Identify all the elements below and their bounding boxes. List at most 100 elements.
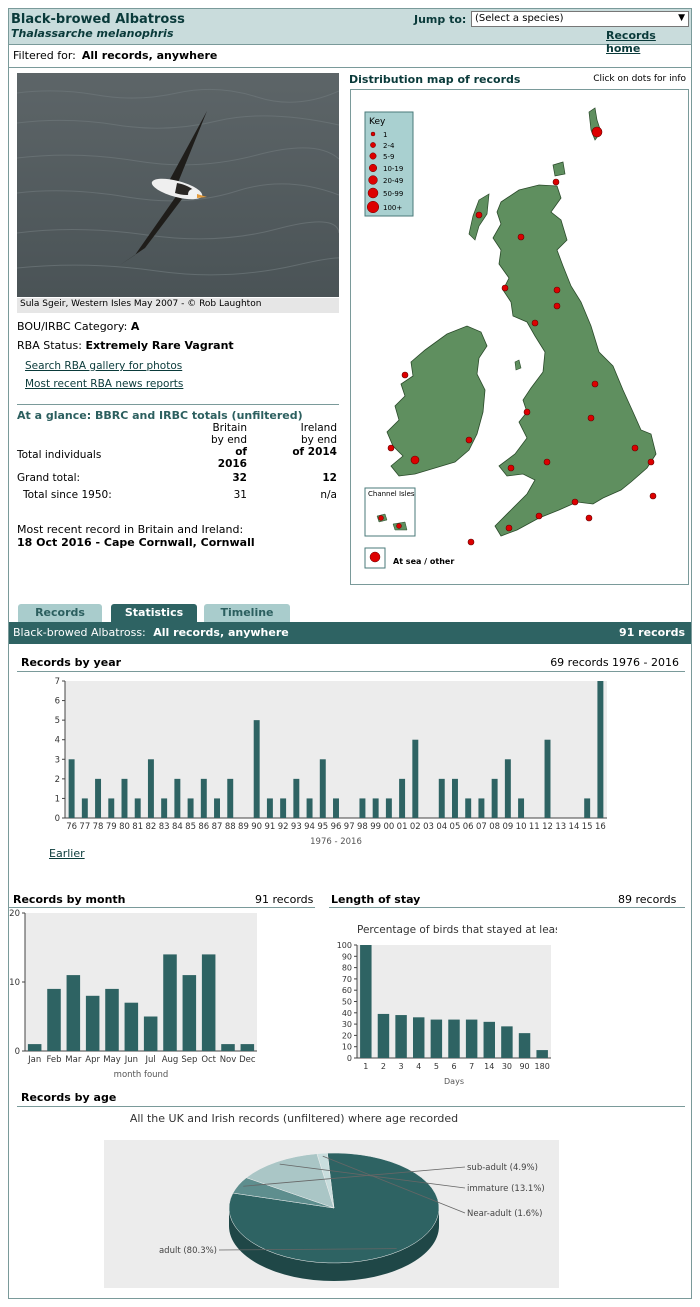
bar	[518, 1033, 531, 1058]
filter-row: Filtered for: All records, anywhere	[9, 46, 691, 68]
x-tick-label: 85	[185, 822, 196, 832]
map-key: Key 1 2-4 5-9	[364, 111, 414, 217]
key-item: 2-4	[383, 142, 395, 150]
x-tick-label: 82	[146, 822, 157, 832]
key-item: 1	[383, 131, 387, 139]
bar	[161, 798, 168, 818]
bar	[448, 1019, 460, 1058]
month-section-title: Records by month	[13, 893, 126, 906]
x-tick-label: 87	[212, 822, 223, 832]
x-tick-label: 83	[159, 822, 170, 832]
bar	[385, 798, 392, 818]
x-tick-label: Dec	[239, 1055, 256, 1065]
category-row: BOU/IRBC Category: A	[17, 320, 139, 333]
news-link[interactable]: Most recent RBA news reports	[25, 378, 184, 390]
x-tick-label: 6	[451, 1062, 456, 1071]
bar	[163, 954, 177, 1051]
bar	[544, 739, 551, 818]
plot-background	[65, 681, 607, 818]
x-tick-label: 16	[595, 822, 606, 832]
filter-label: Filtered for:	[13, 49, 76, 62]
bar	[491, 778, 498, 818]
x-tick-label: 84	[172, 822, 183, 832]
bar	[68, 759, 75, 818]
grand-total-britain: 32	[232, 472, 247, 484]
x-tick-label: 97	[344, 822, 355, 832]
x-axis-label: Days	[444, 1077, 464, 1086]
since-1950-ireland: n/a	[320, 489, 337, 501]
total-individuals-label: Total individuals	[17, 449, 102, 461]
bar	[81, 798, 88, 818]
bar	[27, 1044, 42, 1051]
bar	[465, 798, 472, 818]
britain-header-line: Britain	[212, 422, 247, 434]
pie-label: adult (80.3%)	[159, 1246, 217, 1256]
y-tick-label: 50	[342, 998, 352, 1007]
glance-title: At a glance: BBRC and IRBC totals (unfil…	[17, 404, 339, 422]
x-tick-label: 30	[502, 1062, 512, 1071]
key-item: 50-99	[383, 190, 403, 198]
tab-statistics[interactable]: Statistics	[111, 604, 197, 622]
britain-header-line: of 2016	[217, 446, 247, 470]
bar	[187, 798, 194, 818]
species-select[interactable]: (Select a species) ▼	[471, 11, 689, 27]
ireland-header: Ireland by end of 2014	[287, 422, 337, 458]
x-tick-label: Nov	[220, 1055, 237, 1065]
y-tick-label: 90	[342, 952, 352, 961]
stay-summary: 89 records	[618, 893, 677, 906]
x-tick-label: Feb	[46, 1055, 61, 1065]
x-tick-label: 180	[535, 1062, 550, 1071]
records-by-age-chart: All the UK and Irish records (unfiltered…	[104, 1112, 559, 1288]
x-tick-label: 96	[331, 822, 342, 832]
distribution-map: Key 1 2-4 5-9	[350, 89, 689, 585]
plot-background	[25, 913, 257, 1051]
bar	[399, 778, 406, 818]
map-title: Distribution map of records	[349, 73, 521, 86]
x-tick-label: 11	[529, 822, 540, 832]
tab-records[interactable]: Records	[18, 604, 102, 622]
x-tick-label: 76	[66, 822, 77, 832]
x-tick-label: 5	[434, 1062, 439, 1071]
y-tick-label: 100	[337, 941, 352, 950]
bar	[143, 1016, 158, 1051]
x-tick-label: 99	[370, 822, 381, 832]
pie-label: sub-adult (4.9%)	[467, 1163, 538, 1173]
albatross-photo	[17, 73, 339, 297]
status-row: RBA Status: Extremely Rare Vagrant	[17, 339, 234, 352]
gallery-link[interactable]: Search RBA gallery for photos	[25, 360, 183, 372]
uk-ireland-map: Key 1 2-4 5-9	[364, 107, 657, 569]
x-tick-label: 7	[469, 1062, 474, 1071]
x-tick-label: 81	[132, 822, 143, 832]
bar	[597, 681, 604, 818]
year-rule	[17, 671, 685, 672]
x-tick-label: 12	[542, 822, 553, 832]
earlier-link[interactable]: Earlier	[49, 847, 85, 860]
pie-leader	[322, 1155, 466, 1214]
x-tick-label: 77	[79, 822, 90, 832]
photo-caption: Sula Sgeir, Western Isles May 2007 - © R…	[17, 298, 339, 313]
chart-subtitle: Percentage of birds that stayed at least…	[357, 924, 557, 936]
bar	[395, 1015, 407, 1058]
x-tick-label: 86	[198, 822, 209, 832]
tab-timeline[interactable]: Timeline	[204, 604, 290, 622]
x-tick-label: 15	[582, 822, 593, 832]
stats-filter: All records, anywhere	[153, 626, 289, 639]
x-tick-label: 95	[317, 822, 328, 832]
x-tick-label: May	[103, 1055, 121, 1065]
y-tick-label: 10	[342, 1043, 352, 1052]
x-tick-label: Aug	[162, 1055, 179, 1065]
map-hint: Click on dots for info	[593, 74, 686, 84]
x-tick-label: 94	[304, 822, 315, 832]
x-tick-label: 13	[555, 822, 566, 832]
records-home-link[interactable]: Records home	[606, 29, 656, 55]
stats-species: Black-browed Albatross:	[13, 626, 146, 639]
year-section-title: Records by year	[21, 656, 122, 669]
x-tick-label: Jun	[124, 1055, 138, 1065]
stats-count: 91 records	[619, 626, 685, 639]
x-tick-label: 89	[238, 822, 249, 832]
bar	[501, 1026, 513, 1058]
y-tick-label: 20	[9, 909, 20, 919]
y-tick-label: 1	[55, 794, 60, 804]
recent-record: Most recent record in Britain and Irelan…	[17, 523, 255, 549]
bar	[95, 778, 102, 818]
